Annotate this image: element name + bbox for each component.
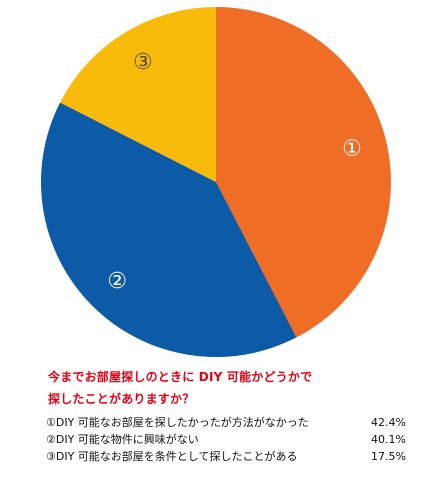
question-line-1: 今までお部屋探しのときに DIY 可能かどうかで — [48, 370, 313, 384]
pie-chart: ① ② ③ — [40, 7, 391, 358]
legend-item-1: ①DIY 可能なお部屋を探したかったが方法がなかった 42.4% — [46, 414, 406, 431]
legend-label-2: ②DIY 可能な物件に興味がない — [46, 433, 199, 446]
legend-item-3: ③DIY 可能なお部屋を条件として探したことがある 17.5% — [46, 448, 406, 465]
legend-value-3: 17.5% — [371, 450, 406, 463]
slice-marker-1: ① — [342, 136, 362, 161]
legend-label-1: ①DIY 可能なお部屋を探したかったが方法がなかった — [46, 416, 309, 429]
legend-value-1: 42.4% — [371, 416, 406, 429]
legend-label-3: ③DIY 可能なお部屋を条件として探したことがある — [46, 450, 298, 463]
slice-marker-2: ② — [107, 269, 127, 294]
pie-slice-3 — [60, 7, 216, 182]
chart-question: 今までお部屋探しのときに DIY 可能かどうかで 探したことがありますか？ — [48, 366, 428, 410]
legend-item-2: ②DIY 可能な物件に興味がない 40.1% — [46, 431, 406, 448]
pie-slice-1 — [216, 7, 391, 338]
legend: ①DIY 可能なお部屋を探したかったが方法がなかった 42.4% ②DIY 可能… — [46, 414, 406, 465]
pie-slice-2 — [40, 102, 297, 358]
legend-value-2: 40.1% — [371, 433, 406, 446]
slice-marker-3: ③ — [133, 50, 153, 75]
question-line-2: 探したことがありますか？ — [48, 392, 195, 406]
